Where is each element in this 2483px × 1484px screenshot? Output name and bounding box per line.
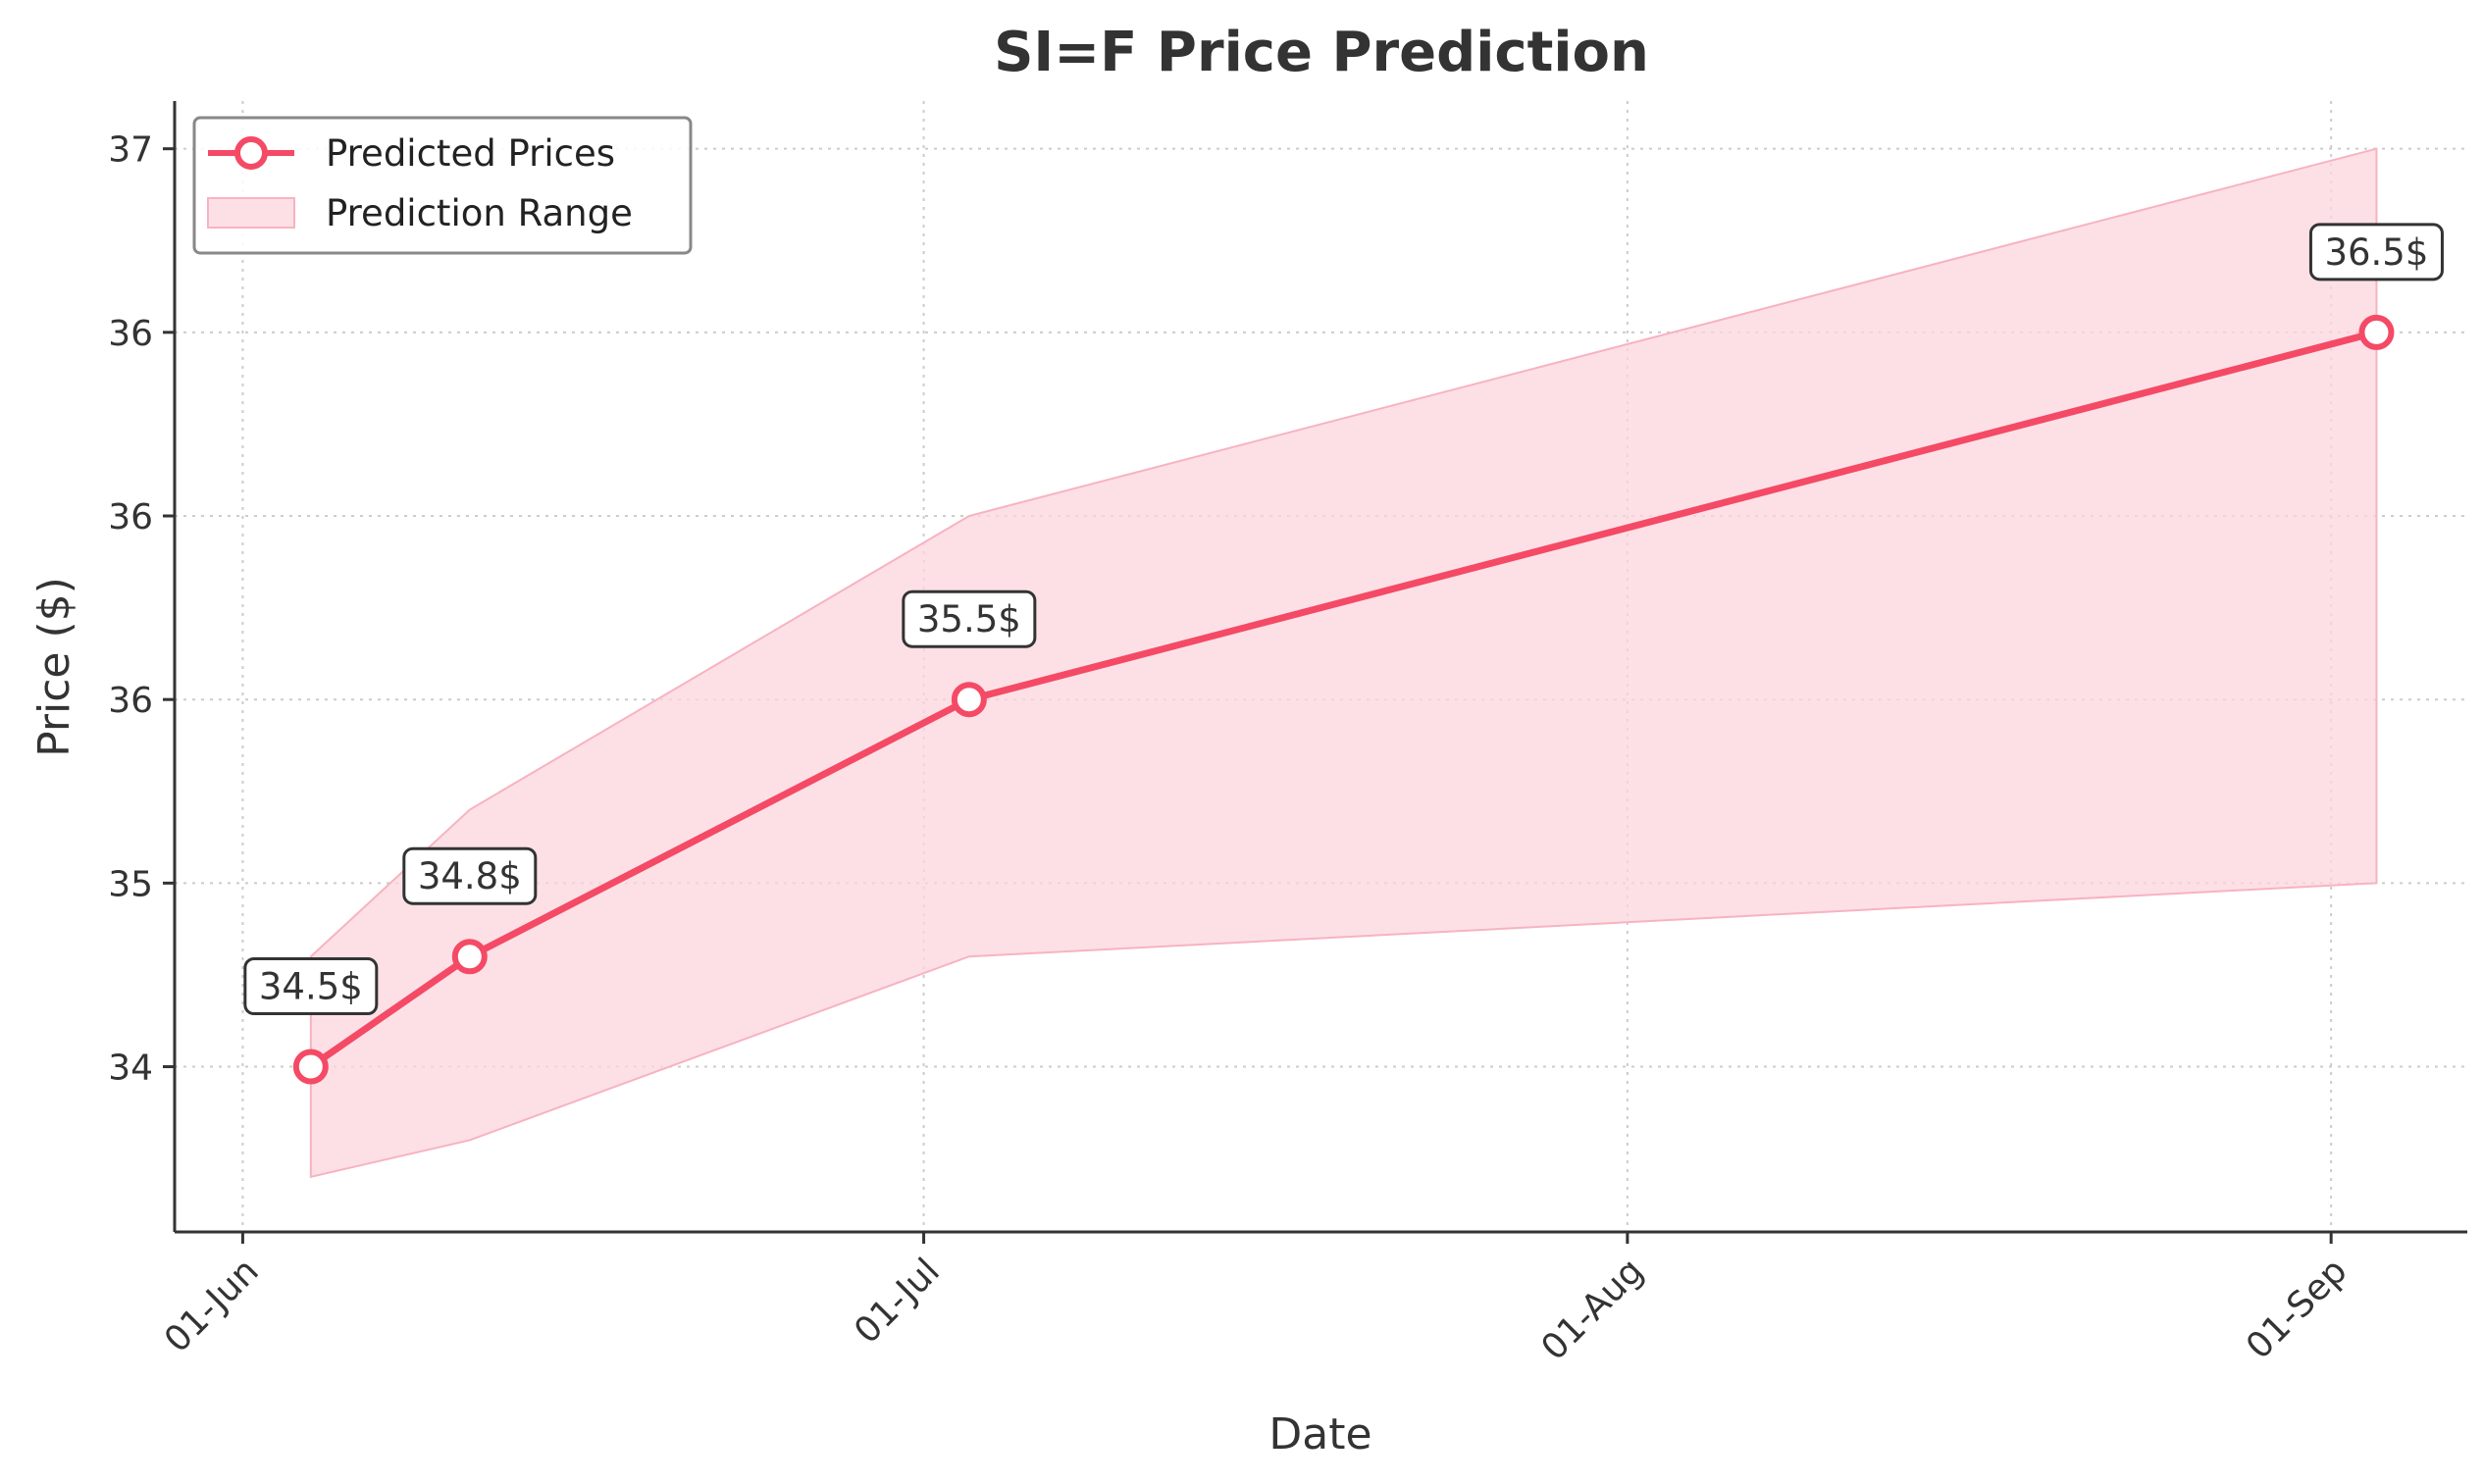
- marker-layer: [292, 314, 2395, 1085]
- predicted-price-point: [292, 1049, 329, 1085]
- predicted-price-point: [951, 682, 987, 718]
- y-tick-label: 34: [108, 1049, 153, 1089]
- prediction-range-band: [309, 147, 2378, 1179]
- y-tick-label: 36: [108, 314, 153, 354]
- legend-label-predicted: Predicted Prices: [326, 132, 615, 175]
- x-axis-label: Date: [1268, 1409, 1371, 1459]
- annotation-label: 34.8$: [418, 855, 522, 897]
- annotation-box: [2308, 223, 2444, 281]
- annotation-label: 34.5$: [259, 966, 363, 1008]
- y-tick-label: 35: [108, 864, 153, 904]
- x-tick-label: 01-Jun: [157, 1251, 267, 1360]
- y-axis-label: Price ($): [29, 577, 79, 757]
- y-tick-label: 36: [108, 497, 153, 537]
- x-tick-label: 01-Aug: [1534, 1251, 1652, 1368]
- annotation-label: 35.5$: [917, 598, 1021, 640]
- legend-label-range: Prediction Range: [326, 192, 633, 234]
- line-layer: [308, 329, 2378, 1070]
- predicted-price-point: [2358, 314, 2395, 350]
- x-tick-label: 01-Sep: [2239, 1251, 2355, 1367]
- y-tick-label: 36: [108, 681, 153, 721]
- annotation-label: 36.5$: [2324, 231, 2428, 274]
- legend-marker-swatch: [234, 136, 268, 170]
- predicted-prices-line: [308, 329, 2378, 1070]
- chart-title: SI=F Price Prediction: [994, 21, 1649, 84]
- annotation-box: [243, 957, 379, 1016]
- annotation-box: [902, 589, 1037, 648]
- legend-range-swatch: [207, 197, 295, 229]
- annotation-layer: 34.5$ 34.8$ 35.5$ 36.5$: [243, 223, 2444, 1016]
- band-layer: [309, 147, 2378, 1179]
- legend: Predicted Prices Prediction Range: [192, 116, 693, 255]
- y-tick-label: 37: [108, 130, 153, 171]
- x-tick-label: 01-Jul: [847, 1251, 948, 1352]
- annotation-box: [402, 846, 538, 905]
- predicted-price-point: [451, 939, 488, 975]
- axes-layer: [173, 101, 2467, 1234]
- legend-box: [192, 116, 693, 255]
